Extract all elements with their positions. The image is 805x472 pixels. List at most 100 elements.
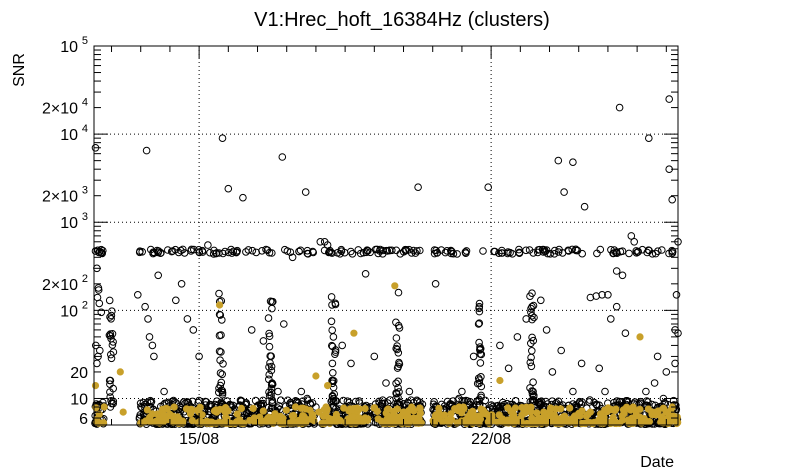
spike-point [527,362,536,371]
spike-point [331,350,339,359]
cluster-point [653,352,662,361]
spike-point [267,362,276,371]
highlight-point [350,329,358,337]
spike-point [393,345,402,354]
y-tick-label: 10 [60,39,78,56]
highlight-noise-point [521,409,529,417]
cluster-point [268,379,276,387]
plateau-point [538,246,547,254]
spike-point [329,383,338,392]
cluster-point [513,333,522,341]
cluster-point [598,291,606,299]
spike-point [528,315,536,324]
highlight-noise-point [143,406,151,414]
plateau-point [164,246,172,254]
y-tick-label: 10 [60,127,78,144]
plateau-point [443,247,451,255]
spike-point [266,359,274,367]
y-tick-label: 20 [70,365,88,382]
spike-point [265,332,274,341]
highlight-point [315,408,323,416]
noise-point [137,403,145,411]
spike-point [106,388,114,396]
plateau-point [625,249,633,258]
highlight-noise-point [259,407,267,415]
cluster-point [338,341,347,350]
cluster-point [496,341,504,350]
noise-point [595,401,604,410]
highlight-noise-point [146,418,154,426]
plateau-point [366,248,375,257]
highlight-noise-point [416,404,424,412]
cluster-point [288,253,297,262]
spike-point [108,399,116,408]
noise-point [462,396,470,405]
spike-point [265,388,273,397]
plateau-point [498,249,507,257]
cluster-point [361,270,370,278]
plateau-point [138,248,146,256]
plateau-point [304,250,312,258]
noise-point [615,397,624,406]
noise-point [188,397,197,406]
spike-point [529,301,538,310]
plateau-point [522,246,530,255]
plateau-point [651,249,660,258]
highlight-noise-point [308,410,316,419]
plateau-point [448,247,456,256]
y-tick-exponent: 4 [82,123,88,135]
cluster-point [93,293,102,302]
highlight-point [116,368,124,376]
cluster-point [469,352,478,361]
cluster-point [650,379,659,387]
cluster-point [195,352,203,361]
cluster-point [607,315,615,323]
spike-point [105,376,114,385]
spike-point [268,304,276,313]
spike-point [394,377,402,386]
spike-point [218,390,227,399]
highlight-noise-point [533,415,541,424]
cluster-point [323,241,332,249]
plateau-point [413,247,421,255]
plateau-point [578,249,587,258]
noise-point [430,398,438,406]
spike-point [265,363,273,371]
highlight-noise-point [546,404,555,412]
cluster-point [145,333,154,341]
spike-point [475,338,483,347]
spike-point [329,369,337,377]
spike-point [219,360,227,368]
highlight-noise-point [636,405,644,413]
cluster-point [612,302,621,311]
highlight-point [662,408,670,416]
cluster-point [499,398,507,407]
highlight-noise-point [298,413,307,421]
cluster-point [239,193,247,202]
noise-point [339,396,348,405]
plateau-point [610,246,619,254]
plateau-point [198,248,207,256]
spike-point [107,350,115,359]
axes [93,45,679,426]
plateau-point [658,246,666,254]
highlight-noise-point [271,410,279,418]
cluster-point [455,394,463,403]
spike-point [530,313,538,322]
highlight-noise-point [332,413,341,421]
y-tick-exponent: 3 [82,211,88,223]
cluster-point [577,359,586,368]
cluster-point [671,359,679,368]
cluster-point [347,359,355,368]
cluster-point [522,315,531,323]
plateau-point [461,248,470,256]
plateau-point [228,249,236,257]
noise-point [229,401,237,410]
noise-point [136,411,144,419]
plateau-point [596,245,605,254]
highlight-noise-point [431,412,440,420]
plateau-point [252,248,261,257]
spike-point [392,379,400,388]
plateau-point [503,249,512,258]
y-tick-label: 6 [79,411,88,428]
